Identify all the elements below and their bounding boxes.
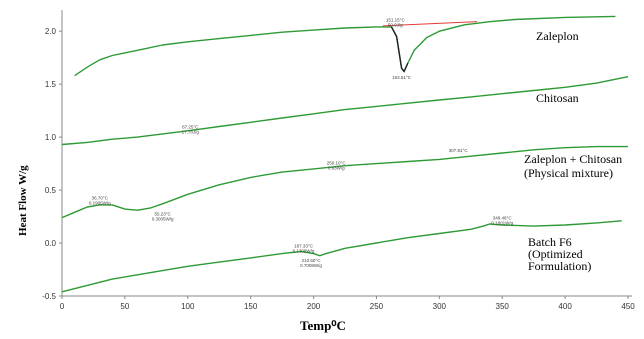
peak-annotation-line: 151.15°C (386, 18, 406, 23)
peak-annotation: 307.81°C (449, 148, 469, 153)
integration-baseline (382, 21, 478, 27)
peak-annotation-line: 0.1308W/g (293, 248, 315, 253)
peak-annotation-line: 163.51°C (392, 75, 412, 80)
x-tick-label: 100 (181, 302, 195, 311)
peak-annotation: 87.25°C 17.78J/g (182, 125, 200, 135)
peak-annotation-line: 210.60°C (302, 258, 322, 263)
series-lines (61, 15, 629, 293)
series-line-zaleplon-chitosan-physical-mixture (61, 145, 628, 219)
axes (61, 10, 632, 297)
y-tick-label: 2.0 (45, 27, 57, 36)
peak-annotation: 36.70°C 0.1906W/g (89, 196, 111, 206)
peak-annotation-line: 0.3005W/g (152, 216, 174, 221)
series-label-physical-mixture-line: Zaleplon + Chitosan (524, 152, 622, 166)
peak-annotations: 151.15°C 50.0J/g 163.51°C 87.25°C 17.78J/g 36… (89, 18, 514, 268)
series-label-batch-f6-line: Formulation) (528, 259, 591, 273)
peak-annotation-line: 87.25°C (182, 125, 199, 130)
peak-annotation-line: 250.10°C (327, 161, 347, 166)
peak-annotation: 210.60°C 0.7008W/g (300, 258, 322, 268)
y-tick-label: -0.5 (42, 292, 56, 301)
x-tick-label: 300 (433, 302, 447, 311)
series-line-zaleplon (74, 15, 616, 77)
x-tick-label: 50 (120, 302, 129, 311)
peak-annotation-line: 187.33°C (294, 243, 314, 248)
y-axis-title: Heat Flow W/g (17, 165, 29, 236)
x-ticks: 0 50 100 150 200 250 300 350 400 450 (60, 296, 635, 311)
peak-annotation: 163.51°C (392, 75, 412, 80)
peak-annotation: 348.48°C 0.1801W/g (491, 216, 513, 226)
y-tick-label: 1.5 (45, 80, 57, 89)
peak-annotation-line: 348.48°C (493, 216, 513, 221)
peak-annotation-line: 0.7008W/g (300, 263, 322, 268)
series-label-batch-f6-line: Batch F6 (528, 235, 572, 249)
peak-annotation-line: 0.1906W/g (89, 201, 111, 206)
series-label-batch-f6-line: (Optimized (528, 247, 583, 261)
peak-annotation: 55.23°C 0.3005W/g (152, 211, 174, 221)
x-tick-label: 0 (60, 302, 65, 311)
series-label-zaleplon: Zaleplon (536, 29, 579, 43)
x-tick-label: 200 (307, 302, 321, 311)
series-line-batch-f6-optimized-formulation (61, 220, 622, 293)
x-tick-label: 250 (370, 302, 384, 311)
peak-annotation-line: 55.23°C (154, 211, 171, 216)
peak-annotation-line: 0.1801W/g (491, 221, 513, 226)
x-tick-label: 450 (621, 302, 635, 311)
series-label-physical-mixture: Zaleplon + Chitosan (Physical mixture) (524, 152, 622, 180)
y-tick-label: 1.0 (45, 133, 57, 142)
x-tick-label: 150 (244, 302, 258, 311)
x-tick-label: 350 (496, 302, 510, 311)
peak-annotation-line: 36.70°C (92, 196, 109, 201)
peak-annotation-line: 0.63W/g (328, 166, 345, 171)
y-tick-label: 0.5 (45, 186, 57, 195)
zaleplon-peak-segment (390, 26, 409, 73)
series-labels: Zaleplon Chitosan Zaleplon + Chitosan (Ph… (524, 29, 622, 273)
series-label-physical-mixture-line: (Physical mixture) (524, 166, 613, 180)
series-label-chitosan: Chitosan (536, 91, 579, 105)
peak-annotation-line: 50.0J/g (388, 23, 403, 28)
series-label-batch-f6: Batch F6 (Optimized Formulation) (528, 235, 591, 273)
y-tick-label: 0.0 (45, 239, 57, 248)
peak-annotation: 151.15°C 50.0J/g (386, 18, 406, 28)
peak-annotation: 187.33°C 0.1308W/g (293, 243, 315, 253)
peak-annotation-line: 17.78J/g (182, 130, 200, 135)
y-ticks: 2.0 1.5 1.0 0.5 0.0 -0.5 (42, 27, 62, 301)
peak-annotation-line: 307.81°C (449, 148, 469, 153)
x-axis-title: Temp⁰C (300, 318, 346, 333)
x-tick-label: 400 (558, 302, 572, 311)
series-line-chitosan (61, 76, 629, 146)
peak-annotation: 250.10°C 0.63W/g (327, 161, 347, 171)
